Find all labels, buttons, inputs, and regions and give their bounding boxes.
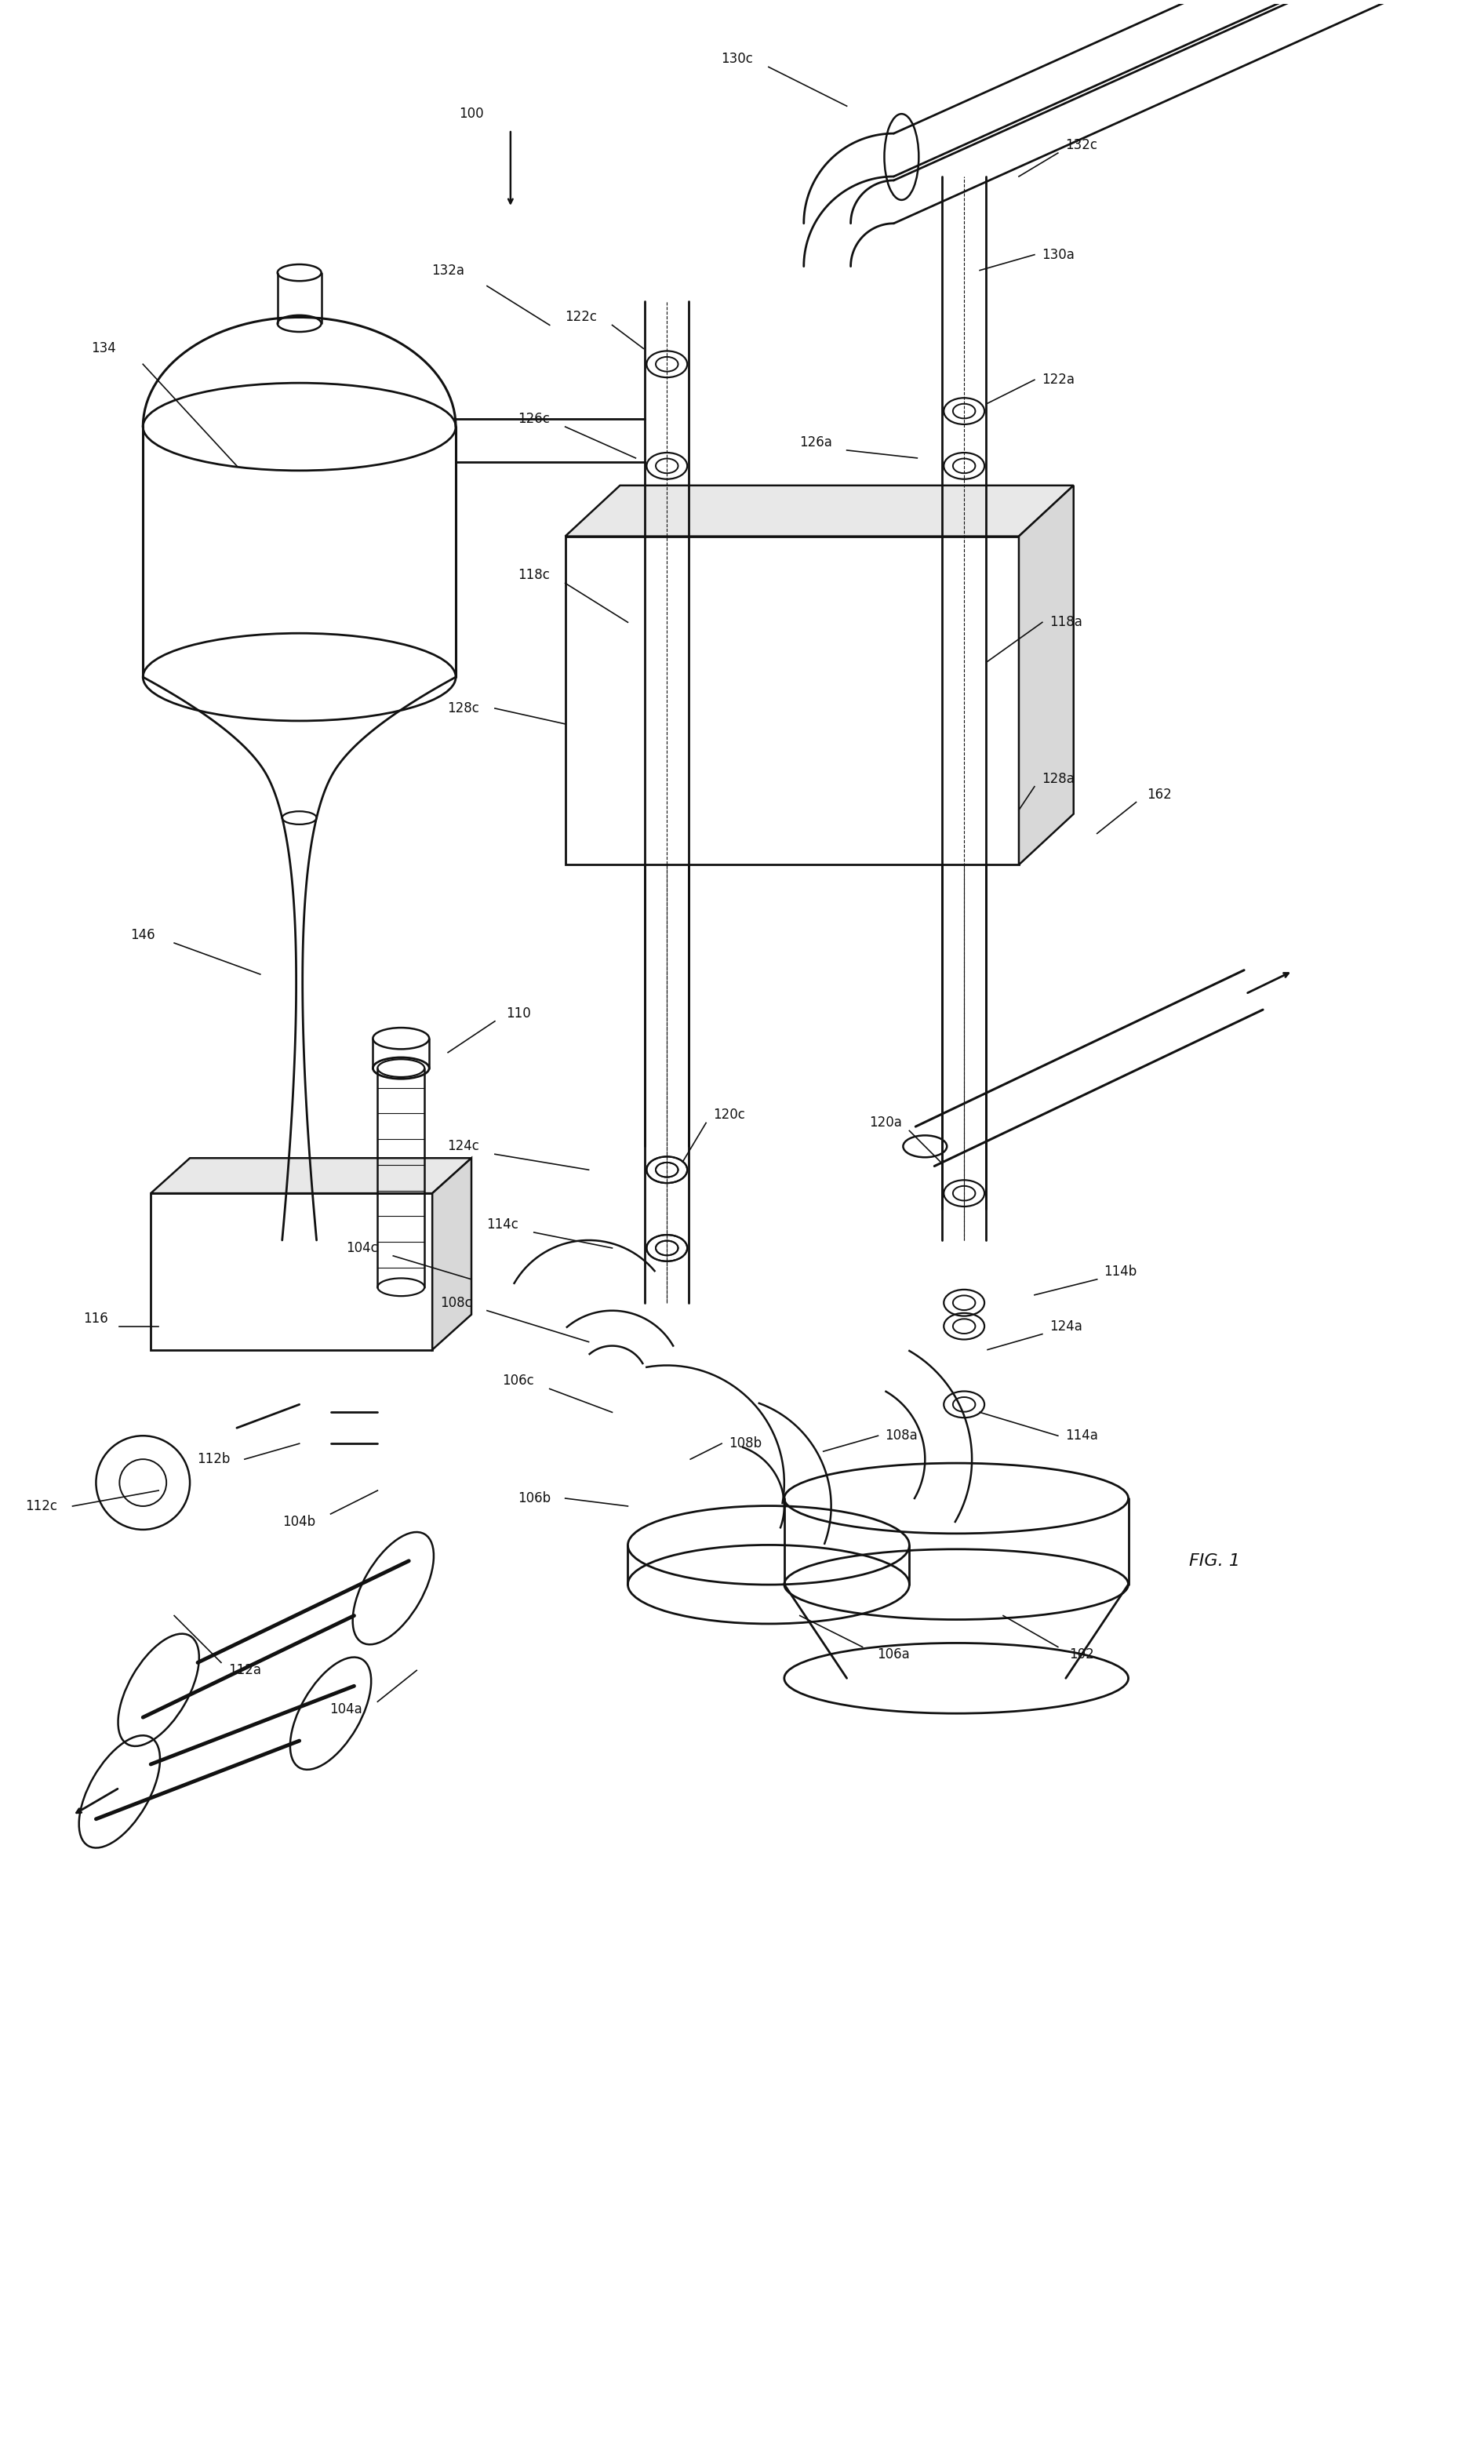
Text: 120a: 120a — [870, 1116, 902, 1131]
Polygon shape — [565, 537, 1020, 865]
Text: 106b: 106b — [518, 1491, 551, 1506]
Text: 128a: 128a — [1042, 771, 1074, 786]
Text: 112c: 112c — [25, 1498, 58, 1513]
Text: 132c: 132c — [1066, 138, 1098, 153]
Text: 122c: 122c — [565, 310, 597, 325]
Text: 116: 116 — [83, 1311, 108, 1326]
Text: 108a: 108a — [884, 1429, 919, 1444]
Text: 124c: 124c — [448, 1138, 479, 1153]
Text: 108c: 108c — [439, 1296, 472, 1311]
Text: 126a: 126a — [798, 436, 833, 448]
Text: 162: 162 — [1147, 788, 1172, 801]
Text: FIG. 1: FIG. 1 — [1189, 1552, 1239, 1570]
Text: 108b: 108b — [729, 1437, 761, 1451]
Text: 124a: 124a — [1049, 1318, 1082, 1333]
Text: 114a: 114a — [1066, 1429, 1098, 1444]
Text: 100: 100 — [459, 106, 484, 121]
Text: 132a: 132a — [432, 264, 464, 278]
Text: 106c: 106c — [503, 1375, 534, 1387]
Text: 110: 110 — [506, 1005, 531, 1020]
Text: 106a: 106a — [877, 1648, 910, 1661]
Text: 126c: 126c — [518, 411, 551, 426]
Text: 128c: 128c — [448, 702, 479, 715]
Text: 122a: 122a — [1042, 372, 1074, 387]
Text: 114c: 114c — [487, 1217, 519, 1232]
Polygon shape — [151, 1193, 432, 1350]
Text: 104a: 104a — [329, 1703, 362, 1717]
Text: 104b: 104b — [283, 1515, 316, 1528]
Text: 104c: 104c — [346, 1242, 378, 1254]
Text: 130c: 130c — [721, 52, 754, 67]
Text: 112b: 112b — [197, 1451, 230, 1466]
Text: 112a: 112a — [229, 1663, 261, 1678]
Polygon shape — [432, 1158, 472, 1350]
Polygon shape — [151, 1158, 472, 1193]
Text: 130a: 130a — [1042, 246, 1074, 261]
Text: 146: 146 — [131, 929, 156, 941]
Text: 118c: 118c — [518, 569, 551, 582]
Polygon shape — [565, 485, 1073, 537]
Polygon shape — [1020, 485, 1073, 865]
Text: 134: 134 — [92, 342, 116, 355]
Text: 114b: 114b — [1104, 1264, 1137, 1279]
Text: 102: 102 — [1068, 1648, 1094, 1661]
Text: 120c: 120c — [714, 1109, 745, 1121]
Text: 118a: 118a — [1049, 616, 1082, 628]
